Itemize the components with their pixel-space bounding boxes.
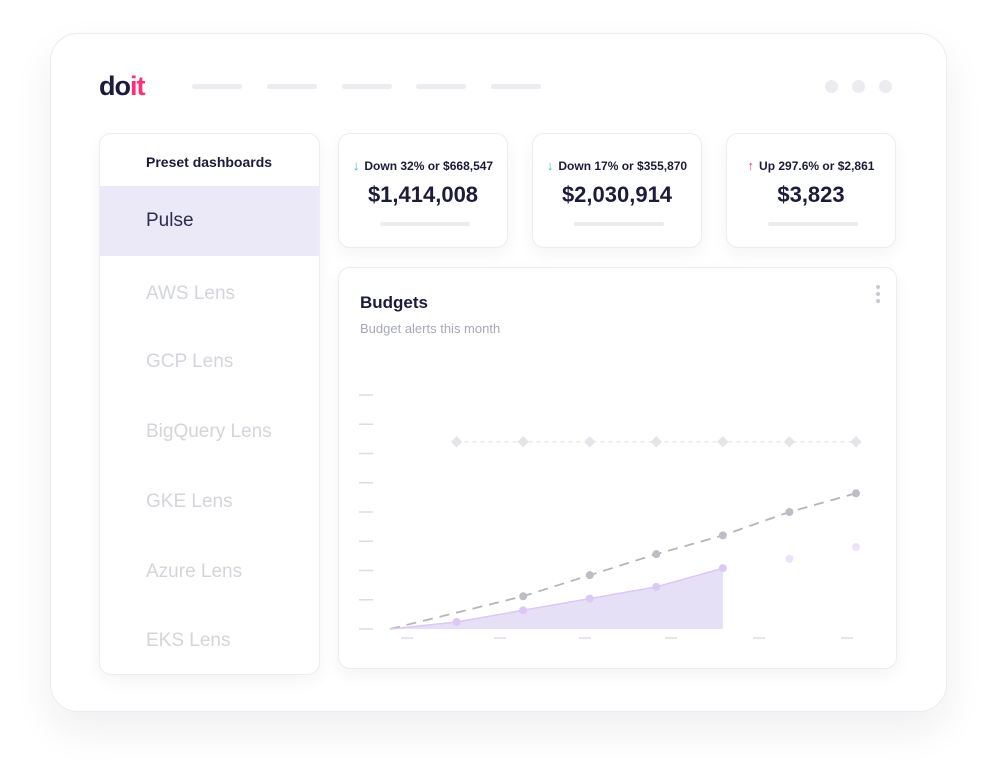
stat-value: $1,414,008 bbox=[367, 182, 479, 207]
arrow-up-icon: ↑ bbox=[747, 158, 755, 173]
budget-limit-marker bbox=[584, 436, 596, 448]
forecast-point bbox=[785, 508, 794, 516]
stat-bar bbox=[380, 222, 470, 226]
arrow-down-icon: ↓ bbox=[352, 158, 360, 173]
budget-limit-marker bbox=[717, 436, 729, 448]
stat-value: $3,823 bbox=[777, 182, 845, 207]
more-vertical-icon[interactable] bbox=[874, 285, 882, 307]
stat-card[interactable]: ↓ Down 32% or $668,547 $1,414,008 bbox=[338, 133, 508, 248]
nav-placeholder[interactable] bbox=[192, 84, 242, 89]
stat-card[interactable]: ↓ Down 17% or $355,870 $2,030,914 bbox=[532, 133, 702, 248]
nav-placeholder[interactable] bbox=[491, 84, 541, 89]
preset-dashboards-sidebar: Preset dashboards Pulse AWS Lens GCP Len… bbox=[99, 133, 320, 675]
window-control-dot[interactable] bbox=[825, 80, 838, 93]
budget-actual-point bbox=[519, 606, 528, 615]
sidebar-item-bigquery-lens[interactable]: BigQuery Lens bbox=[146, 421, 272, 442]
budget-actual-line bbox=[389, 567, 724, 630]
sidebar-item-gcp-lens[interactable]: GCP Lens bbox=[146, 351, 234, 372]
budget-chart bbox=[359, 394, 862, 639]
stat-bar bbox=[768, 222, 858, 226]
stat-value: $2,030,914 bbox=[561, 182, 673, 207]
nav-placeholder[interactable] bbox=[416, 84, 466, 89]
budget-limit-marker bbox=[850, 436, 862, 448]
sidebar-item-aws-lens[interactable]: AWS Lens bbox=[146, 283, 236, 304]
forecast-point bbox=[718, 531, 727, 540]
stat-delta: ↑ Up 297.6% or $2,861 bbox=[747, 158, 875, 173]
budget-actual-point bbox=[585, 594, 594, 603]
forecast-point bbox=[585, 571, 594, 580]
nav-placeholder[interactable] bbox=[342, 84, 392, 89]
stat-card[interactable]: ↑ Up 297.6% or $2,861 $3,823 bbox=[726, 133, 896, 248]
budget-limit-marker bbox=[783, 436, 796, 448]
forecast-point bbox=[519, 592, 528, 601]
sidebar-item-eks-lens[interactable]: EKS Lens bbox=[146, 630, 231, 651]
budget-limit-marker bbox=[450, 436, 463, 448]
projection-point bbox=[852, 543, 860, 552]
nav-placeholder[interactable] bbox=[267, 84, 317, 89]
forecast-point bbox=[652, 550, 661, 559]
budget-limit-marker bbox=[650, 436, 662, 448]
budget-actual-point bbox=[718, 564, 727, 573]
budgets-card: Budgets Budget alerts this month bbox=[338, 267, 897, 669]
budgets-title: Budgets bbox=[360, 293, 428, 312]
budget-actual-area bbox=[390, 568, 723, 629]
sidebar-item-pulse[interactable]: Pulse bbox=[100, 186, 319, 256]
projection-point bbox=[785, 554, 794, 563]
sidebar-item-gke-lens[interactable]: GKE Lens bbox=[146, 491, 233, 512]
sidebar-item-azure-lens[interactable]: Azure Lens bbox=[146, 561, 243, 582]
stat-delta: ↓ Down 17% or $355,870 bbox=[546, 158, 688, 173]
window-control-dot[interactable] bbox=[879, 80, 892, 93]
budget-actual-point bbox=[452, 617, 461, 626]
arrow-down-icon: ↓ bbox=[546, 158, 554, 173]
sidebar-header: Preset dashboards bbox=[146, 154, 273, 170]
forecast-point bbox=[852, 489, 860, 498]
window-control-dot[interactable] bbox=[852, 80, 865, 93]
doit-logo[interactable]: doit bbox=[99, 71, 145, 101]
budget-actual-point bbox=[652, 582, 661, 591]
budget-limit-marker bbox=[517, 436, 529, 448]
stat-bar bbox=[574, 222, 664, 226]
budgets-subtitle: Budget alerts this month bbox=[360, 321, 501, 336]
stat-delta: ↓ Down 32% or $668,547 bbox=[352, 158, 494, 173]
